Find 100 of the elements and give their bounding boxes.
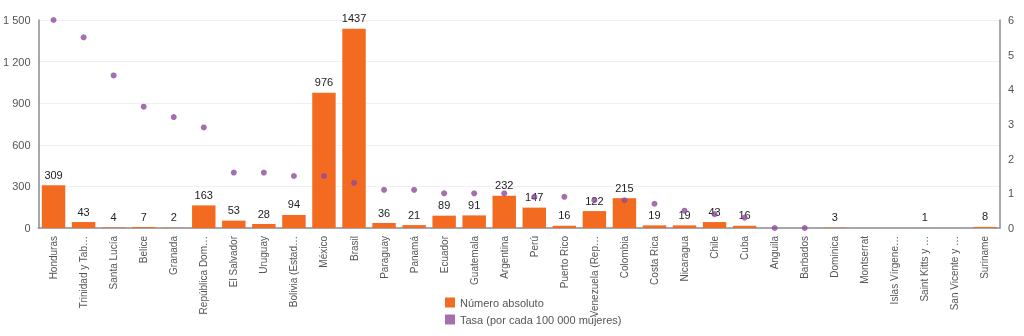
y-tick-label: 1 200 <box>3 55 31 68</box>
y-tick-label: 300 <box>12 180 31 193</box>
x-tick-label: Cuba <box>739 235 751 260</box>
y-tick-label: 600 <box>12 138 31 151</box>
point <box>80 34 87 41</box>
x-tick-label: Costa Rica <box>648 235 660 285</box>
point <box>351 179 358 186</box>
point <box>140 103 147 110</box>
bar <box>672 225 697 228</box>
data-label: 16 <box>738 209 751 222</box>
data-label: 215 <box>615 181 634 194</box>
x-tick-label: Brasil <box>348 236 360 262</box>
point <box>50 17 57 23</box>
y2-tick-label: 6 <box>1008 14 1015 26</box>
x-tick-label: El Salvador <box>228 235 240 288</box>
y-tick-label: 1 500 <box>3 14 31 26</box>
legend-label: Número absoluto <box>460 296 544 309</box>
bar <box>492 195 516 228</box>
x-tick-label: Bolivia (Estad… <box>288 236 300 308</box>
data-label: 8 <box>981 210 989 223</box>
data-label: 147 <box>525 191 544 204</box>
bar <box>612 198 637 228</box>
bar <box>372 223 396 228</box>
point <box>110 72 117 79</box>
point <box>170 114 177 121</box>
x-tick-label: Venezuela (Rep… <box>588 236 600 318</box>
bar <box>462 215 486 228</box>
y-tick-label: 900 <box>12 97 31 110</box>
data-label: 1 <box>921 211 928 224</box>
data-label: 36 <box>377 206 391 219</box>
x-tick-label: República Dom… <box>198 236 210 315</box>
data-label: 19 <box>648 208 661 221</box>
y2-tick-label: 4 <box>1008 83 1015 96</box>
x-tick-label: Suriname <box>979 235 991 279</box>
data-label: 43 <box>77 205 90 218</box>
data-label: 232 <box>495 179 514 192</box>
y-tick-label: 0 <box>24 222 31 234</box>
y2-tick-label: 2 <box>1008 152 1015 165</box>
point <box>320 173 327 179</box>
data-label: 309 <box>44 168 63 181</box>
bar <box>582 211 607 228</box>
bar <box>282 214 306 228</box>
x-tick-label: Belice <box>138 235 150 264</box>
x-tick-label: Nicaragua <box>679 235 691 282</box>
data-label: 3 <box>831 211 838 224</box>
point <box>290 173 297 179</box>
x-tick-label: Dominica <box>829 235 841 278</box>
x-tick-label: Anguila <box>769 235 781 270</box>
x-tick-label: Uruguay <box>258 236 270 274</box>
bar <box>342 28 366 228</box>
point <box>381 186 388 193</box>
data-label: 122 <box>585 194 604 207</box>
bar <box>402 225 426 228</box>
bar <box>312 92 336 228</box>
point <box>230 169 237 176</box>
x-tick-label: Montserrat <box>859 235 871 284</box>
point <box>200 124 207 131</box>
y2-tick-label: 0 <box>1008 222 1015 234</box>
data-label: 43 <box>708 205 721 218</box>
data-label: 16 <box>558 209 571 222</box>
x-tick-label: Trinidad y Tab… <box>78 236 90 309</box>
x-tick-label: Puerto Rico <box>558 235 570 289</box>
point <box>621 197 628 204</box>
data-label: 91 <box>468 198 481 211</box>
bar <box>71 222 96 228</box>
x-tick-label: Paraguay <box>378 236 390 279</box>
x-tick-label: Granada <box>168 235 180 275</box>
x-tick-label: Argentina <box>498 235 510 279</box>
x-tick-label: Islas Vírgene… <box>889 236 901 305</box>
x-tick-label: Guatemala <box>468 235 480 285</box>
point <box>651 200 658 207</box>
data-label: 21 <box>407 208 421 221</box>
point <box>411 186 418 193</box>
x-tick-label: Barbados <box>799 236 811 279</box>
bar <box>522 207 546 228</box>
x-tick-label: Honduras <box>48 236 60 280</box>
bar <box>252 224 276 228</box>
data-label: 19 <box>678 208 691 221</box>
bar <box>192 205 216 228</box>
x-tick-label: Panamá <box>408 235 420 274</box>
x-tick-label: Saint Kitts y … <box>919 236 931 302</box>
x-tick-label: Perú <box>528 236 540 258</box>
data-label: 28 <box>257 207 270 220</box>
data-label: 976 <box>314 76 334 89</box>
point <box>771 225 778 231</box>
x-tick-label: Chile <box>709 235 721 259</box>
bar <box>41 185 66 228</box>
point <box>501 190 508 197</box>
data-label: 94 <box>287 198 301 211</box>
x-tick-label: San Vicente y … <box>949 236 961 311</box>
point <box>801 225 808 231</box>
point <box>471 190 478 197</box>
data-label: 4 <box>110 210 117 223</box>
data-label: 1437 <box>341 12 367 25</box>
data-label: 163 <box>194 188 213 201</box>
y2-tick-label: 1 <box>1008 187 1015 200</box>
x-tick-label: Ecuador <box>438 235 450 274</box>
y2-tick-label: 5 <box>1008 48 1015 61</box>
data-label: 7 <box>140 210 147 223</box>
y2-tick-label: 3 <box>1008 118 1015 130</box>
